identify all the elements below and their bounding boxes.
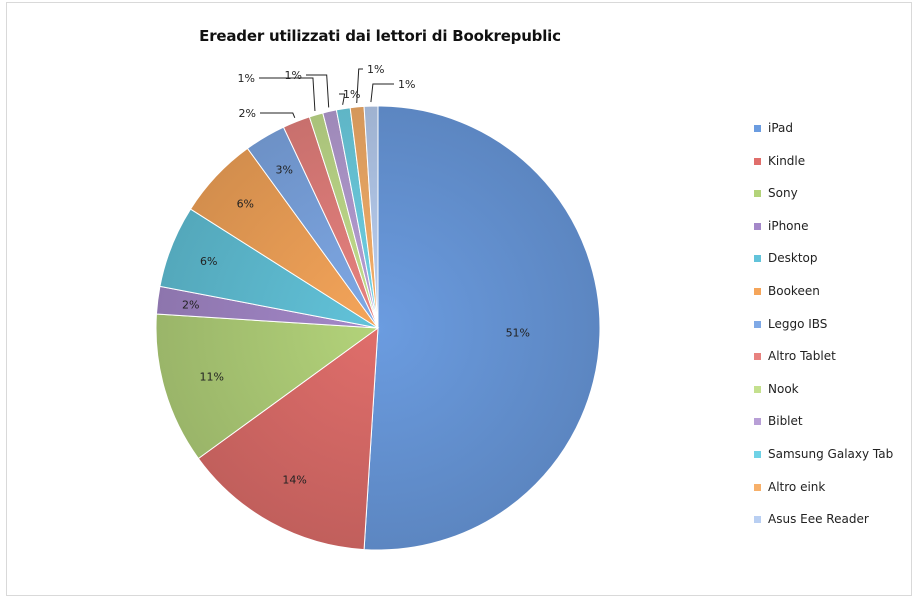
pie-slice-asus-eee-reader [363, 105, 379, 329]
data-label-asus-eee-reader: 1% [398, 78, 415, 91]
leader-line-altro-eink [356, 68, 363, 104]
legend-swatch [754, 320, 761, 328]
legend-swatch [754, 385, 761, 393]
legend-label: Altro eink [768, 479, 826, 494]
data-label-altro-eink: 1% [367, 63, 384, 76]
legend-label: Bookeen [768, 284, 820, 298]
legend-label: iPhone [768, 218, 809, 233]
legend-label: Desktop [768, 251, 818, 266]
legend-swatch [754, 288, 761, 295]
legend-swatch [754, 418, 761, 426]
legend-swatch [754, 190, 761, 198]
data-label-biblet: 1% [285, 69, 302, 82]
legend-label: Biblet [768, 414, 803, 429]
pie-slice-ipad [363, 105, 601, 551]
legend-label: iPad [768, 121, 794, 135]
chart-title: Ereader utilizzati dai lettori di Bookre… [199, 27, 561, 45]
legend-label: Leggo IBS [768, 316, 828, 331]
leader-line-asus-eee-reader [370, 83, 394, 103]
data-label-kindle: 14% [282, 474, 306, 487]
pie-slice-sony [155, 313, 380, 460]
leader-line-samsung-galaxy-tab [339, 93, 346, 105]
data-label-desktop: 6% [200, 255, 217, 268]
legend-label: Asus Eee Reader [768, 512, 869, 527]
legend-label: Sony [768, 186, 798, 201]
leader-line-biblet [306, 74, 330, 108]
legend-label: Samsung Galaxy Tab [768, 447, 894, 461]
legend-swatch [754, 483, 761, 491]
data-label-ipad: 51% [506, 326, 530, 339]
data-label-bookeen: 6% [237, 197, 254, 210]
legend-swatch [754, 516, 761, 524]
data-label-leggo-ibs: 3% [275, 163, 292, 176]
legend-label: Nook [768, 381, 799, 396]
legend-swatch [754, 451, 761, 458]
legend-label: Altro Tablet [768, 349, 836, 364]
legend-swatch [754, 353, 761, 361]
data-label-nook: 1% [238, 72, 255, 85]
leader-line-nook [259, 77, 316, 112]
chart-frame [6, 2, 912, 596]
legend-swatch [754, 255, 761, 263]
data-label-iphone: 2% [182, 298, 199, 311]
data-label-samsung-galaxy-tab: 1% [343, 88, 360, 101]
legend-swatch [754, 157, 761, 165]
legend-swatch [754, 125, 761, 132]
legend-swatch [754, 222, 761, 230]
data-label-altro-tablet: 2% [239, 107, 256, 120]
leader-line-altro-tablet [260, 112, 296, 119]
legend-label: Kindle [768, 153, 806, 168]
data-label-sony: 11% [199, 370, 223, 383]
pie-slice-kindle [197, 326, 379, 551]
